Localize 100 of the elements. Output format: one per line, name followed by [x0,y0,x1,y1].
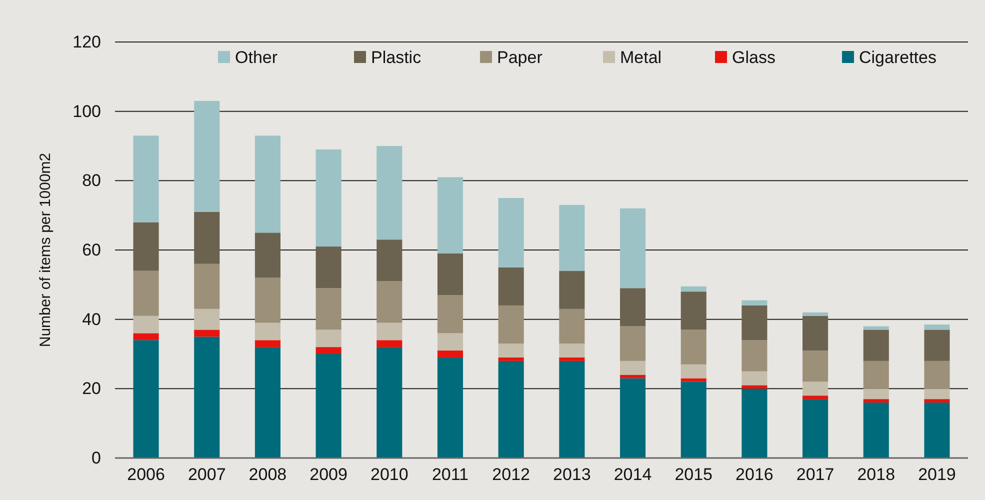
bar [133,270,159,316]
bar [376,347,402,458]
x-tick-label: 2017 [796,465,834,484]
bar [254,136,280,233]
bar [133,316,159,334]
x-tick-label: 2012 [492,465,530,484]
bar [194,308,220,330]
y-axis-title: Number of items per 1000m2 [37,152,54,348]
x-tick-label: 2008 [248,465,287,484]
y-tick-label: 0 [92,448,101,468]
bar [620,288,646,326]
bar [802,396,828,400]
bar [559,344,585,358]
bar [437,177,464,254]
bar [802,382,828,396]
bar [376,322,402,340]
x-tick-label: 2015 [674,465,713,484]
bar [620,378,646,458]
legend-label: Cigarettes [859,48,936,67]
bar [498,357,524,361]
bar [559,204,585,271]
bar [863,360,889,389]
bar [498,305,524,344]
bar [863,402,889,458]
x-tick-label: 2011 [432,465,469,484]
y-tick-label: 20 [82,379,101,398]
bar [742,388,768,458]
legend-label: Other [235,48,278,67]
bar [680,330,706,364]
bar [498,198,524,268]
bar [680,292,706,330]
x-tick-label: 2006 [127,465,165,484]
bar [498,344,524,358]
bar [254,340,280,348]
bar [559,360,585,458]
bar [254,278,280,323]
bar [620,360,646,375]
bar [924,388,950,400]
bar [559,357,585,361]
bar [498,360,524,458]
legend-label: Plastic [371,48,422,67]
bar [316,288,342,330]
bar [924,402,950,458]
bar [194,336,220,458]
bar [316,330,342,348]
bar [742,300,768,306]
bar [133,222,159,271]
bar [802,350,828,382]
bar [742,385,768,389]
bar [194,100,220,212]
x-tick-label: 2014 [614,465,652,484]
x-tick-label: 2010 [370,465,408,484]
bar [802,312,828,316]
x-tick-label: 2016 [736,465,774,484]
bar [620,374,646,378]
bar [498,267,524,306]
bar [133,340,159,458]
bar [254,232,280,278]
legend-label: Paper [497,48,543,67]
bar [863,399,889,403]
bar [254,322,280,340]
y-tick-label: 80 [82,171,101,190]
bar [437,357,464,458]
y-tick-label: 100 [72,102,101,121]
x-tick-label: 2013 [553,465,591,484]
bar [437,350,464,358]
bar [316,149,342,247]
x-tick-label: 2007 [188,465,226,484]
bar [924,399,950,403]
bar [559,270,585,309]
bar [559,308,585,344]
bar [802,316,828,351]
bar [316,347,342,354]
bar [376,281,402,323]
bar [802,399,828,458]
bar [194,264,220,309]
bar [742,340,768,372]
bar [254,347,280,458]
bar [620,208,646,288]
y-tick-label: 120 [72,32,101,52]
bar [863,388,889,400]
bar [742,305,768,340]
bar [194,212,220,264]
bar [742,371,768,386]
bar [376,240,402,282]
bar [376,146,402,240]
bar [863,330,889,361]
y-tick-label: 40 [82,310,101,329]
bar [924,360,950,389]
y-tick-label: 60 [82,240,101,260]
bar [133,333,159,340]
bar [924,324,950,330]
bar [620,326,646,361]
x-tick-label: 2009 [310,465,348,484]
bar [680,364,706,378]
bar [680,286,706,292]
bar [437,253,464,296]
bar [924,330,950,361]
legend-label: Metal [620,48,662,67]
legend-label: Glass [732,48,776,67]
